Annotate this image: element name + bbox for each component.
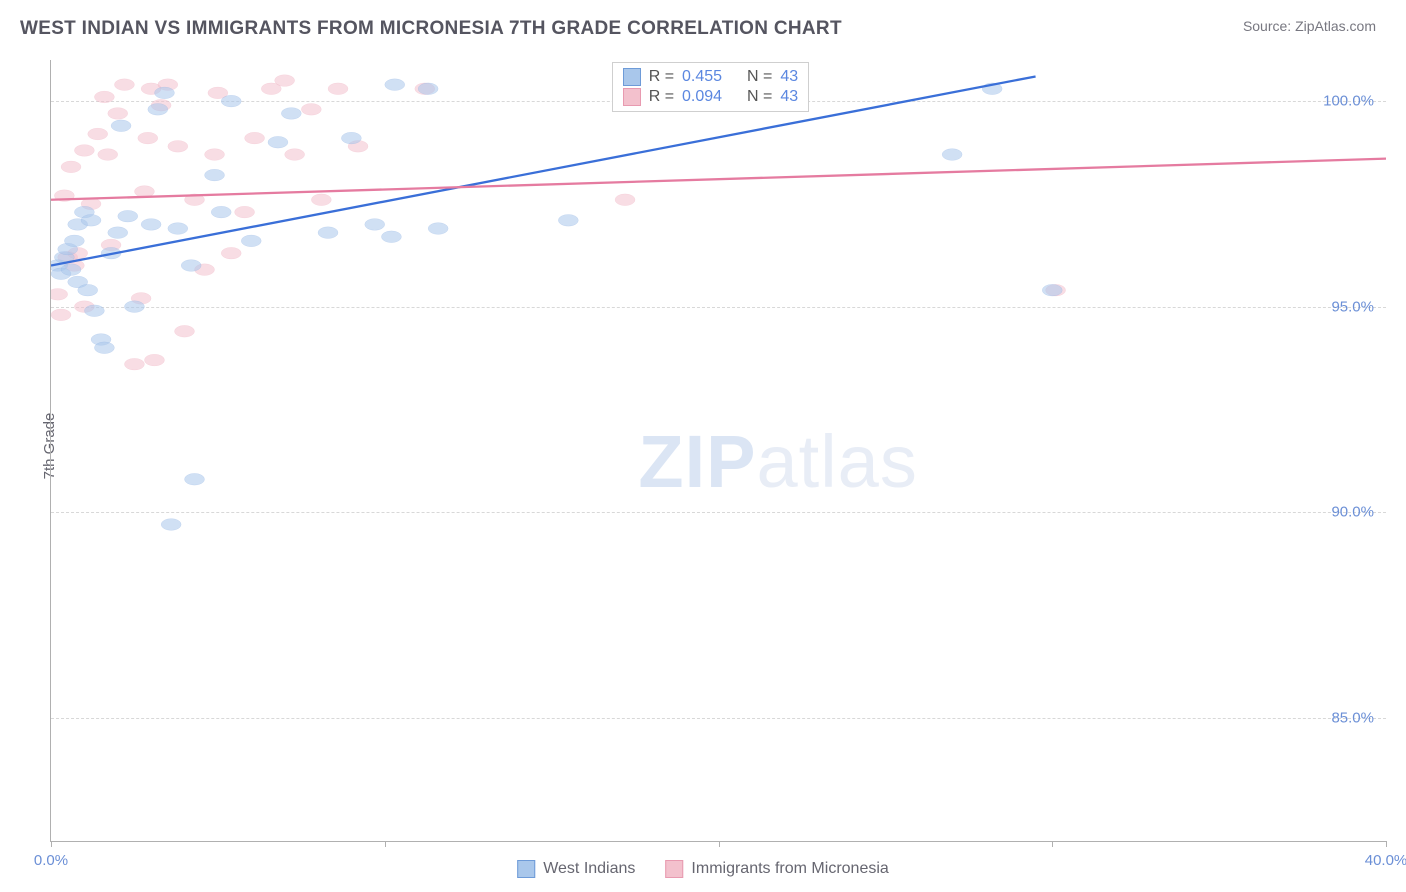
source-attribution: Source: ZipAtlas.com [1243, 18, 1376, 34]
chart-title: WEST INDIAN VS IMMIGRANTS FROM MICRONESI… [20, 18, 842, 40]
legend-row: R = 0.455 N = 43 [623, 67, 798, 87]
x-tick-min: 0.0% [34, 852, 68, 869]
correlation-legend: R = 0.455 N = 43 R = 0.094 N = 43 [612, 62, 809, 112]
n-value: 43 [780, 88, 798, 106]
x-tick [1386, 841, 1387, 847]
x-tick [385, 841, 386, 847]
r-value: 0.455 [682, 68, 722, 86]
x-tick [719, 841, 720, 847]
n-value: 43 [780, 68, 798, 86]
n-label: N = [747, 88, 772, 106]
r-label: R = [649, 68, 674, 86]
legend-swatch [623, 88, 641, 106]
r-label: R = [649, 88, 674, 106]
scatter-plot: ZIPatlas 85.0%90.0%95.0%100.0% R =0.455 … [50, 60, 1386, 842]
r-value: 0.094 [682, 88, 722, 106]
legend-label: West Indians [543, 860, 635, 878]
legend-swatch [665, 860, 683, 878]
legend-label: Immigrants from Micronesia [691, 860, 888, 878]
plot-svg [51, 60, 1386, 841]
legend-swatch [517, 860, 535, 878]
series-legend: West Indians Immigrants from Micronesia [517, 860, 889, 878]
n-label: N = [747, 68, 772, 86]
legend-item: West Indians [517, 860, 635, 878]
x-tick-max: 40.0% [1365, 852, 1406, 869]
x-tick [51, 841, 52, 847]
legend-row: R = 0.094 N = 43 [623, 87, 798, 107]
x-tick [1052, 841, 1053, 847]
legend-swatch [623, 68, 641, 86]
legend-item: Immigrants from Micronesia [665, 860, 888, 878]
